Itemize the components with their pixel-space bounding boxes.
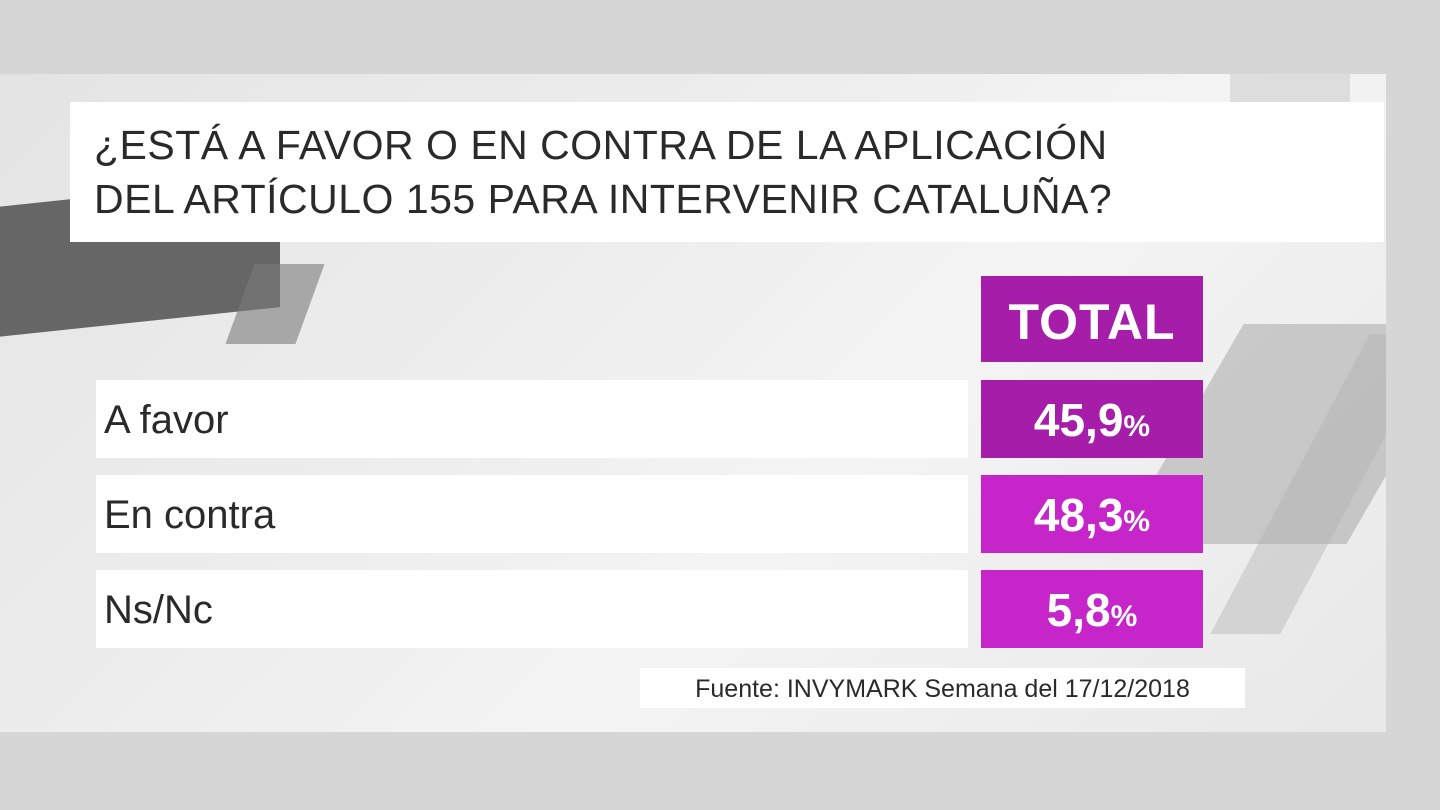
percent-sign: % [1123, 505, 1151, 538]
value-number: 5,8 [1046, 584, 1111, 636]
percent-sign: % [1110, 600, 1138, 633]
row-value-en-contra: 48,3% [981, 475, 1203, 553]
row-value-a-favor: 45,9% [981, 380, 1203, 458]
question-title-line-2: DEL ARTÍCULO 155 PARA INTERVENIR CATALUÑ… [94, 176, 1113, 222]
value-number: 45,9 [1033, 394, 1124, 446]
background-shape [1230, 74, 1350, 104]
row-label-ns-nc: Ns/Nc [96, 570, 968, 648]
column-header-total: TOTAL [981, 276, 1203, 362]
row-label-en-contra: En contra [96, 475, 968, 553]
source-note: Fuente: INVYMARK Semana del 17/12/2018 [640, 668, 1245, 708]
row-value-ns-nc: 5,8% [981, 570, 1203, 648]
question-title-line-1: ¿ESTÁ A FAVOR O EN CONTRA DE LA APLICACI… [94, 122, 1108, 168]
percent-sign: % [1123, 410, 1151, 443]
value-number: 48,3 [1033, 489, 1124, 541]
row-label-a-favor: A favor [96, 380, 968, 458]
question-title-box: ¿ESTÁ A FAVOR O EN CONTRA DE LA APLICACI… [70, 102, 1384, 242]
